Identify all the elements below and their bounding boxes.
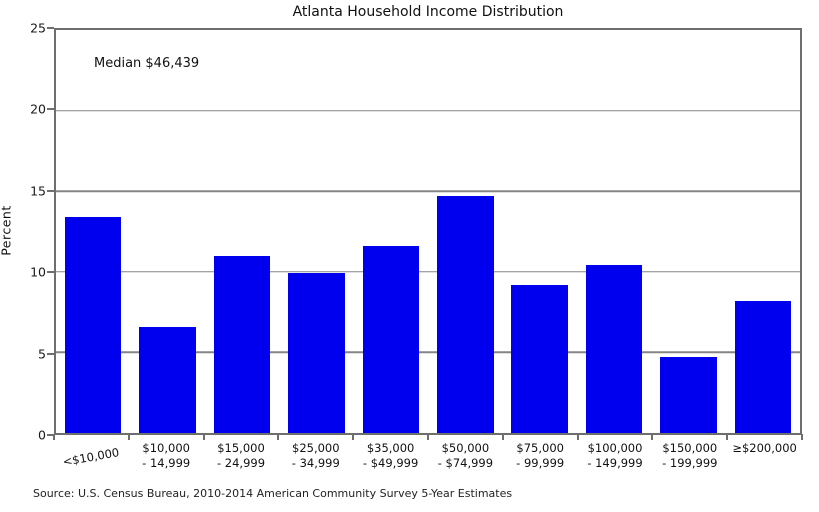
- x-tick-label: $50,000- $74,999: [438, 441, 493, 471]
- gridline: [56, 109, 800, 112]
- x-tick-label-line: - 99,999: [516, 456, 565, 470]
- x-tick-label: $25,000- 34,999: [292, 441, 340, 471]
- y-tick-label: 20: [30, 101, 46, 117]
- x-tick-label: $100,000- 149,999: [587, 441, 642, 471]
- x-tick-label: <$10,000: [62, 445, 121, 470]
- x-tick-label-line: $10,000: [142, 441, 190, 455]
- y-axis-tick-marks: [47, 27, 54, 436]
- bar: [362, 246, 420, 433]
- y-tick-label: 0: [38, 427, 46, 443]
- y-tick-label: 10: [30, 264, 46, 280]
- x-tick-mark: [576, 434, 579, 440]
- x-tick-label-line: $15,000: [217, 441, 265, 455]
- gridline: [56, 351, 800, 354]
- gridline: [56, 190, 800, 192]
- x-tick-label-line: $150,000: [662, 441, 718, 455]
- bar-slot: [354, 30, 428, 433]
- y-tick-mark: [47, 108, 54, 111]
- x-tick-mark: [801, 434, 803, 440]
- x-tick-mark: [352, 434, 355, 440]
- gridline: [56, 271, 800, 273]
- bar-slot: [726, 30, 800, 433]
- x-tick-label: ≥$200,000: [732, 441, 797, 456]
- x-tick-label-line: - $74,999: [437, 456, 494, 470]
- y-tick-label: 5: [38, 346, 46, 362]
- x-tick-mark: [53, 434, 55, 440]
- x-tick-mark: [651, 434, 654, 440]
- x-tick-mark: [127, 434, 130, 440]
- x-tick-mark: [501, 434, 504, 440]
- y-tick-mark: [47, 189, 54, 192]
- bar-slot: [502, 30, 576, 433]
- bar-slot: [56, 30, 130, 433]
- bar-slot: [651, 30, 725, 433]
- x-tick-label-line: - 24,999: [216, 456, 266, 470]
- x-tick-mark: [202, 434, 205, 440]
- x-axis-tick-marks: [53, 434, 803, 440]
- bar: [734, 300, 792, 433]
- x-tick-label-line: <$10,000: [61, 445, 121, 469]
- y-tick-mark: [47, 27, 54, 29]
- plot-area: Median $46,439: [54, 28, 802, 435]
- bar: [64, 217, 122, 433]
- y-tick-label: 25: [30, 20, 46, 36]
- x-tick-label: $10,000- 14,999: [142, 441, 190, 471]
- bar: [288, 273, 345, 433]
- bar-slot: [130, 30, 204, 433]
- bar-slot: [279, 30, 353, 433]
- y-axis-tick-labels: 0 5 10 15 20 25: [0, 21, 46, 443]
- chart-title: Atlanta Household Income Distribution: [292, 4, 564, 20]
- source-note: Source: U.S. Census Bureau, 2010-2014 Am…: [33, 487, 513, 500]
- x-tick-label-line: ≥$200,000: [732, 441, 797, 455]
- x-tick-label: $15,000- 24,999: [217, 441, 265, 471]
- x-tick-label-line: $50,000: [441, 441, 490, 455]
- bar: [585, 265, 643, 433]
- x-tick-label: $75,000- 99,999: [516, 441, 564, 471]
- y-tick-mark: [47, 271, 54, 274]
- x-tick-mark: [427, 434, 429, 440]
- bar: [213, 255, 271, 433]
- x-tick-mark: [277, 434, 280, 440]
- x-tick-label-line: $25,000: [292, 441, 340, 455]
- bar-slot: [577, 30, 651, 433]
- bar: [660, 357, 717, 433]
- bar: [436, 196, 494, 433]
- x-tick-label-line: $35,000: [366, 441, 415, 455]
- median-annotation: Median $46,439: [94, 56, 200, 71]
- bar-series: [56, 30, 800, 433]
- bar-slot: [205, 30, 279, 433]
- x-tick-label-line: - $49,999: [362, 456, 419, 470]
- y-tick-mark: [47, 434, 54, 436]
- x-tick-mark: [726, 434, 729, 440]
- bar-slot: [428, 30, 502, 433]
- x-tick-label-line: $75,000: [516, 441, 564, 455]
- x-tick-label-line: - 14,999: [142, 456, 191, 470]
- bar: [511, 284, 568, 433]
- x-tick-label-line: - 34,999: [291, 456, 340, 470]
- x-tick-label-line: - 199,999: [662, 456, 718, 470]
- y-tick-label: 15: [30, 183, 46, 199]
- x-tick-label: $35,000- $49,999: [363, 441, 418, 471]
- x-tick-label: $150,000- 199,999: [662, 441, 717, 471]
- x-axis-labels: <$10,000 $10,000- 14,999 $15,000- 24,999 $2…: [54, 441, 802, 483]
- y-tick-mark: [47, 352, 54, 355]
- x-tick-label-line: - 149,999: [587, 456, 643, 470]
- x-tick-label-line: $100,000: [587, 441, 643, 455]
- bar: [139, 326, 196, 433]
